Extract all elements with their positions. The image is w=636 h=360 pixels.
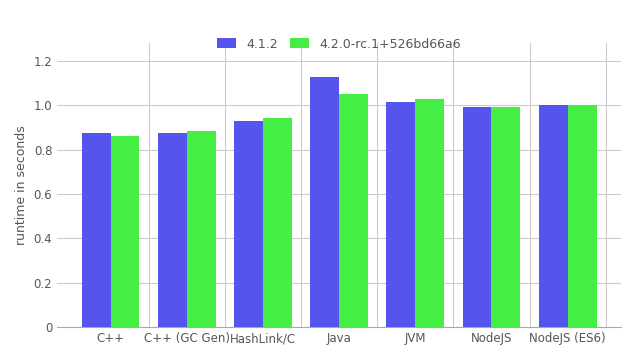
- Legend: 4.1.2, 4.2.0-rc.1+526bd66a6: 4.1.2, 4.2.0-rc.1+526bd66a6: [212, 33, 466, 55]
- Bar: [462, 107, 492, 327]
- Y-axis label: runtime in seconds: runtime in seconds: [15, 125, 28, 245]
- Bar: [415, 99, 444, 327]
- Bar: [158, 133, 187, 327]
- Bar: [492, 107, 520, 327]
- Bar: [539, 105, 568, 327]
- Bar: [263, 118, 292, 327]
- Bar: [234, 121, 263, 327]
- Bar: [111, 136, 139, 327]
- Bar: [339, 94, 368, 327]
- Bar: [310, 77, 339, 327]
- Bar: [81, 133, 111, 327]
- Bar: [386, 102, 415, 327]
- Bar: [568, 105, 597, 327]
- Bar: [187, 131, 216, 327]
